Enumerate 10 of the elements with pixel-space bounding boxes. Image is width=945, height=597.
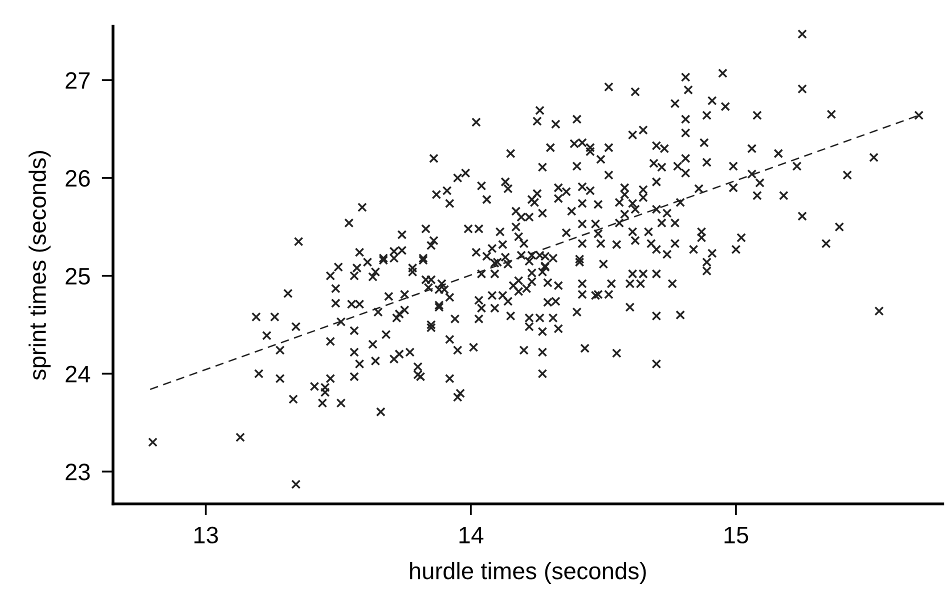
- y-tick-label: 24: [66, 366, 90, 382]
- y-tick-label: 25: [66, 268, 90, 285]
- x-tick-label: 15: [724, 526, 748, 544]
- x-tick-label: 14: [460, 526, 484, 544]
- x-axis-title: hurdle times (seconds): [410, 562, 646, 584]
- y-axis-title: sprint times (seconds): [28, 151, 51, 380]
- y-tick-label: 23: [66, 464, 90, 480]
- x-tick-label: 13: [194, 526, 218, 544]
- y-tick-label: 27: [66, 72, 90, 89]
- y-tick-label: 26: [66, 170, 90, 187]
